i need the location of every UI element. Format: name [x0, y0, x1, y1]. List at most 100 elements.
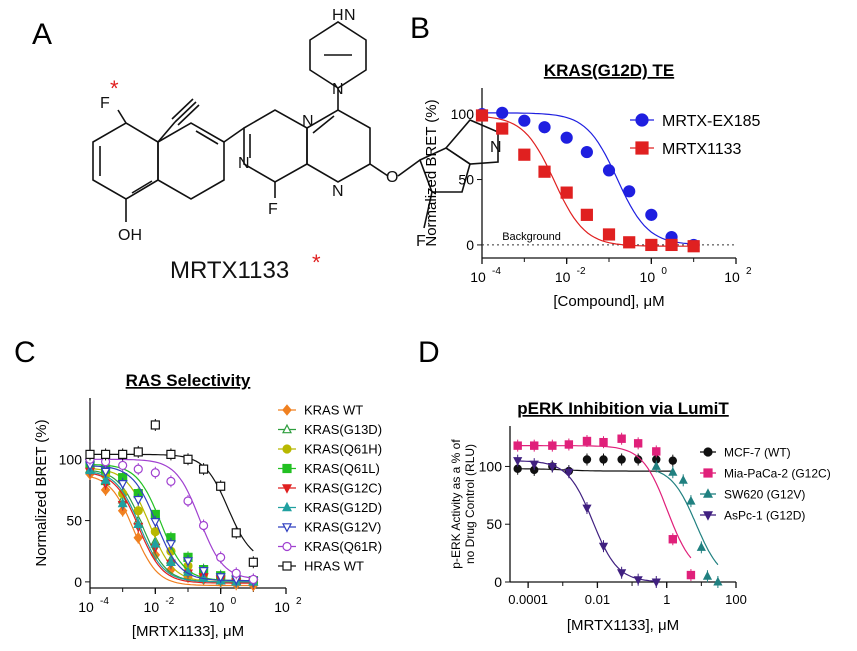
legend-label: MRTX1133 [662, 141, 742, 158]
chiral-star-1: * [110, 76, 119, 101]
atom-n-bicyclic: N [332, 81, 344, 98]
x-tick-label: 10 [78, 599, 94, 615]
y-axis-label: Normalized BRET (%) [33, 419, 50, 566]
data-point [100, 449, 111, 459]
data-point [687, 240, 700, 253]
data-point [133, 506, 143, 516]
data-point [198, 567, 209, 577]
y-axis-label-line1: p-ERK Activity as a % of [449, 439, 463, 569]
atom-n-pyridine: N [238, 155, 250, 172]
atom-f-top: F [100, 95, 110, 112]
fit-curve [89, 476, 254, 587]
legend-marker [282, 561, 292, 571]
series-mia-paca-2-g12c- [513, 432, 696, 582]
series-hras-wt [85, 418, 258, 569]
x-tick-label: 10 [640, 269, 656, 285]
data-point [183, 496, 193, 506]
data-point [538, 121, 551, 134]
legend-entry: HRAS WT [278, 559, 364, 574]
legend-marker [282, 404, 292, 416]
data-point [513, 441, 522, 450]
legend-marker [703, 468, 713, 478]
x-tick-label: 0.0001 [508, 592, 548, 607]
data-point [166, 476, 176, 486]
x-tick-exponent: 0 [661, 266, 667, 277]
chart-title: RAS Selectivity [126, 371, 251, 390]
legend-marker [282, 444, 292, 454]
data-point [133, 532, 144, 544]
data-point [560, 186, 573, 199]
data-point [678, 475, 688, 484]
x-axis-label: [MRTX1133], μM [132, 623, 244, 640]
data-point [216, 481, 226, 491]
data-point [216, 552, 226, 562]
fit-curve [482, 112, 694, 245]
legend-marker [635, 141, 649, 155]
y-axis-label-line2: no Drug Control (RLU) [463, 444, 477, 564]
legend-entry: KRAS(G12C) [278, 481, 382, 496]
data-point [496, 122, 509, 135]
legend-label: MCF-7 (WT) [724, 445, 791, 459]
legend-marker [635, 113, 649, 127]
data-point [150, 468, 160, 478]
data-point [475, 109, 489, 122]
data-point [668, 535, 678, 544]
data-point [248, 557, 258, 567]
legend-entry: KRAS(G12D) [278, 500, 382, 515]
fit-curve [517, 460, 657, 582]
data-point [548, 441, 557, 450]
data-point [165, 556, 176, 567]
legend-label: KRAS(Q61L) [304, 461, 380, 476]
data-point [231, 528, 241, 538]
legend-entry: KRAS(Q61R) [278, 539, 382, 554]
x-tick-label: 10 [470, 269, 486, 285]
x-tick-exponent: -2 [165, 596, 174, 607]
data-point [564, 468, 574, 478]
series-kras-q61r- [85, 453, 258, 586]
x-tick-label: 100 [725, 592, 747, 607]
chart-title: KRAS(G12D) TE [544, 61, 674, 80]
chart-title: pERK Inhibition via LumiT [517, 399, 729, 418]
data-point [518, 114, 531, 127]
data-point [668, 466, 678, 476]
panel-label-d: D [418, 336, 440, 369]
y-tick-label: 50 [458, 172, 474, 188]
data-point [602, 164, 616, 177]
data-point [598, 542, 609, 552]
panel-label-c: C [14, 336, 36, 369]
data-point [582, 455, 592, 464]
legend-label: KRAS WT [304, 403, 363, 418]
legend-marker [703, 488, 713, 498]
atom-nh-h: H [332, 7, 344, 24]
data-point [100, 484, 111, 496]
series-sw620-g12v- [651, 460, 723, 588]
atom-nh-n: N [344, 7, 356, 24]
fit-curve [89, 471, 254, 583]
legend-label: HRAS WT [304, 559, 364, 574]
series-mrtx1133 [475, 109, 700, 253]
chemical-structure [92, 21, 499, 229]
x-tick-exponent: -2 [577, 266, 586, 277]
legend-label: KRAS(Q61H) [304, 442, 382, 457]
legend-marker [282, 501, 292, 512]
legend-entry: MCF-7 (WT) [700, 445, 791, 459]
data-point [530, 441, 539, 450]
data-point [547, 462, 557, 472]
data-point [617, 569, 627, 579]
legend-label: KRAS(G12D) [304, 500, 382, 515]
data-point [623, 236, 636, 249]
data-point [133, 464, 143, 474]
data-point [580, 145, 593, 159]
legend-entry: MRTX1133 [630, 141, 742, 158]
data-point [623, 185, 636, 198]
atom-f-ring: F [416, 233, 426, 250]
data-point [538, 165, 551, 178]
data-point [582, 504, 592, 514]
data-point [529, 460, 539, 470]
x-tick-label: 0.01 [585, 592, 610, 607]
legend-entry: AsPc-1 (G12D) [700, 508, 805, 522]
data-point [117, 505, 128, 517]
data-point [633, 455, 643, 464]
